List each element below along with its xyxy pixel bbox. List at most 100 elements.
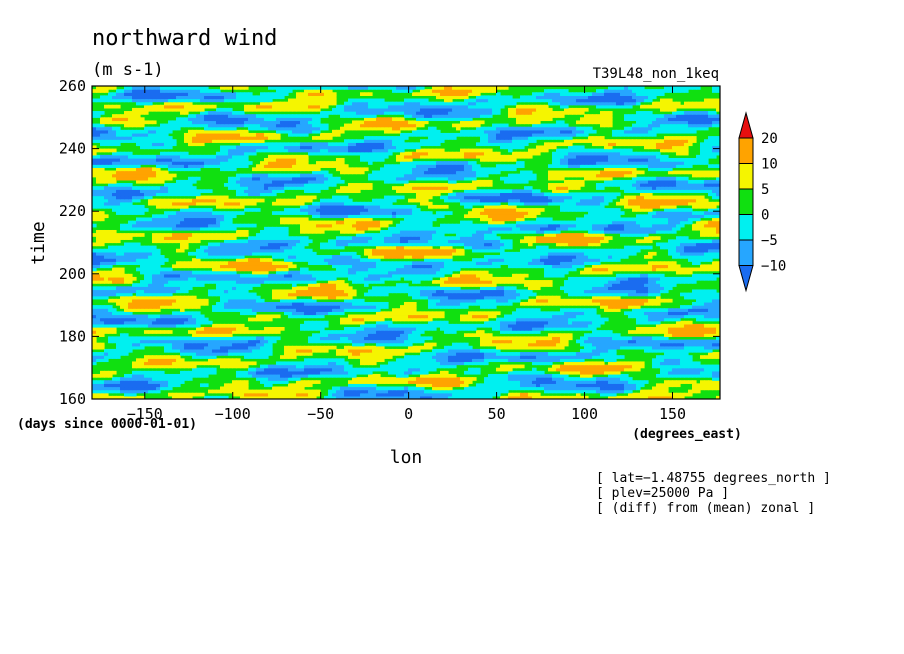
heatmap-cell xyxy=(492,383,497,388)
heatmap-cell xyxy=(192,314,197,319)
heatmap-cell xyxy=(240,286,245,291)
heatmap-cell xyxy=(440,295,445,300)
heatmap-cell xyxy=(316,367,321,372)
heatmap-cell xyxy=(452,295,457,300)
heatmap-cell xyxy=(128,317,133,322)
heatmap-cell xyxy=(484,361,489,366)
heatmap-cell xyxy=(584,345,589,350)
heatmap-cell xyxy=(576,361,581,366)
heatmap-cell xyxy=(400,358,405,363)
heatmap-cell xyxy=(712,276,717,281)
heatmap-cell xyxy=(636,342,641,347)
heatmap-cell xyxy=(636,314,641,319)
heatmap-cell xyxy=(364,336,369,341)
heatmap-cell xyxy=(276,280,281,284)
heatmap-cell xyxy=(320,305,325,309)
heatmap-cell xyxy=(716,295,720,300)
heatmap-cell xyxy=(328,280,333,284)
heatmap-cell xyxy=(288,373,293,378)
heatmap-cell xyxy=(568,395,573,399)
heatmap-cell xyxy=(332,364,337,369)
heatmap-cell xyxy=(624,345,629,350)
heatmap-cell xyxy=(488,298,493,303)
heatmap-cell xyxy=(216,352,221,356)
heatmap-cell xyxy=(432,367,437,372)
heatmap-cell xyxy=(164,295,169,300)
heatmap-cell xyxy=(596,386,601,391)
heatmap-cell xyxy=(632,339,637,344)
heatmap-cell xyxy=(476,355,481,359)
heatmap-cell xyxy=(568,364,573,369)
heatmap-cell xyxy=(308,289,313,294)
heatmap-cell xyxy=(116,395,121,399)
heatmap-cell xyxy=(612,336,617,341)
heatmap-cell xyxy=(252,367,257,372)
heatmap-cell xyxy=(228,358,233,363)
heatmap-cell xyxy=(220,286,225,291)
heatmap-cell xyxy=(436,389,441,394)
heatmap-cell xyxy=(524,323,529,328)
heatmap-cell xyxy=(332,301,337,306)
heatmap-cell xyxy=(392,267,397,272)
heatmap-cell xyxy=(432,352,437,356)
heatmap-cell xyxy=(484,311,489,316)
heatmap-cell xyxy=(620,361,625,366)
heatmap-cell xyxy=(532,283,537,287)
heatmap-cell xyxy=(196,348,201,353)
heatmap-cell xyxy=(172,270,177,275)
heatmap-cell xyxy=(580,358,585,363)
heatmap-cell xyxy=(336,305,341,309)
heatmap-cell xyxy=(552,301,557,306)
heatmap-cell xyxy=(340,330,345,334)
heatmap-cell xyxy=(384,311,389,316)
heatmap-cell xyxy=(176,336,181,341)
heatmap-cell xyxy=(648,330,653,334)
heatmap-cell xyxy=(488,292,493,297)
heatmap-cell xyxy=(196,352,201,356)
heatmap-cell xyxy=(356,352,361,356)
heatmap-cell xyxy=(612,364,617,369)
heatmap-cell xyxy=(220,395,225,399)
heatmap-cell xyxy=(388,336,393,341)
heatmap-cell xyxy=(608,367,613,372)
heatmap-cell xyxy=(404,286,409,291)
heatmap-cell xyxy=(484,264,489,269)
heatmap-cell xyxy=(152,330,157,334)
heatmap-cell xyxy=(556,333,561,337)
heatmap-cell xyxy=(112,348,117,353)
heatmap-cell xyxy=(620,289,625,294)
heatmap-cell xyxy=(428,392,433,397)
heatmap-cell xyxy=(424,364,429,369)
heatmap-cell xyxy=(272,273,277,278)
heatmap-cell xyxy=(364,367,369,372)
heatmap-cell xyxy=(232,352,237,356)
heatmap-cell xyxy=(528,283,533,287)
heatmap-cell xyxy=(624,367,629,372)
heatmap-cell xyxy=(612,367,617,372)
heatmap-cell xyxy=(128,348,133,353)
heatmap-cell xyxy=(664,380,669,384)
heatmap-cell xyxy=(208,355,213,359)
heatmap-cell xyxy=(620,373,625,378)
heatmap-cell xyxy=(392,339,397,344)
heatmap-cell xyxy=(184,339,189,344)
heatmap-cell xyxy=(168,339,173,344)
heatmap-cell xyxy=(396,380,401,384)
heatmap-cell xyxy=(524,377,529,381)
heatmap-cell xyxy=(480,286,485,291)
heatmap-cell xyxy=(332,345,337,350)
heatmap-cell xyxy=(572,301,577,306)
heatmap-cell xyxy=(712,373,717,378)
heatmap-cell xyxy=(328,330,333,334)
heatmap-cell xyxy=(416,286,421,291)
heatmap-cell xyxy=(388,261,393,266)
heatmap-cell xyxy=(288,345,293,350)
heatmap-cell xyxy=(588,370,593,375)
heatmap-cell xyxy=(256,283,261,287)
heatmap-cell xyxy=(388,264,393,269)
heatmap-cell xyxy=(96,317,101,322)
heatmap-cell xyxy=(404,273,409,278)
heatmap-cell xyxy=(584,270,589,275)
heatmap-cell xyxy=(412,345,417,350)
heatmap-cell xyxy=(184,336,189,341)
